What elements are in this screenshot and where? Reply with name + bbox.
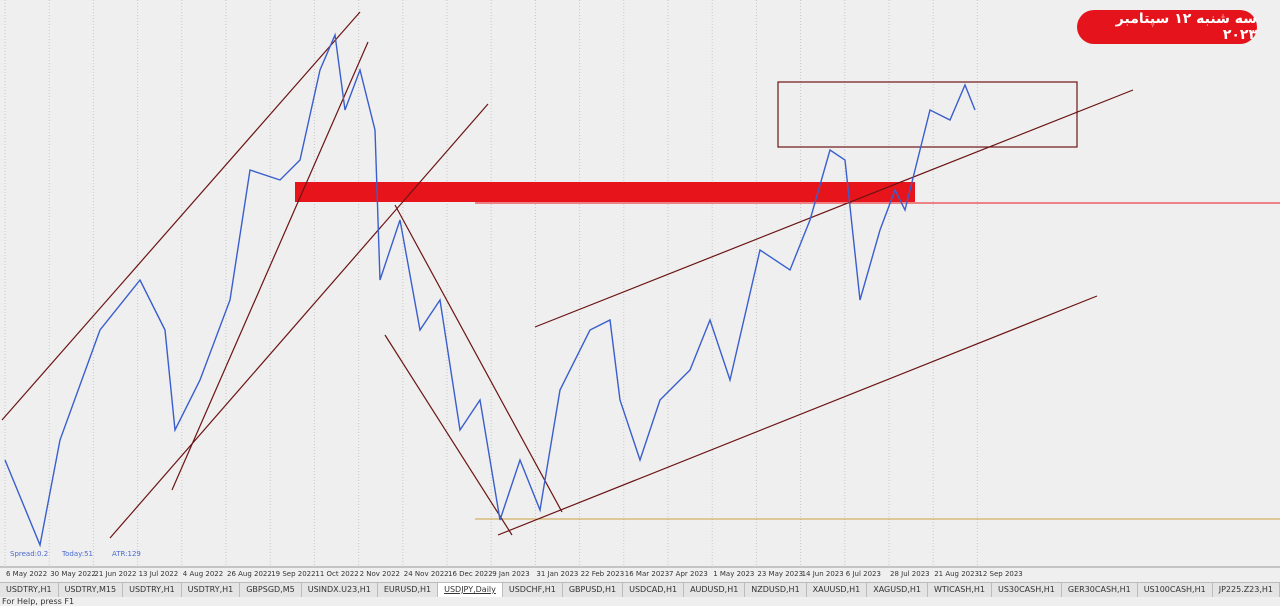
chart-tab[interactable]: USDCAD,H1: [623, 583, 685, 597]
x-axis-label: 13 Jul 2022: [139, 570, 179, 578]
x-axis-label: 26 Aug 2022: [227, 570, 272, 578]
chart-tab[interactable]: USDTRY,M15: [59, 583, 124, 597]
spread-label: Spread:0.2: [10, 550, 48, 558]
status-bar: For Help, press F1: [2, 597, 75, 606]
x-axis-label: 12 Sep 2023: [978, 570, 1022, 578]
chart-tab[interactable]: XAUUSD,H1: [807, 583, 868, 597]
price-series: [4, 32, 976, 548]
chart-tab[interactable]: USDJPY,Daily: [438, 583, 503, 597]
x-axis-label: 24 Nov 2022: [404, 570, 449, 578]
x-axis-label: 21 Aug 2023: [934, 570, 979, 578]
x-axis-label: 14 Jun 2023: [802, 570, 844, 578]
chart-tab[interactable]: USDCHF,H1: [503, 583, 563, 597]
x-axis-label: 21 Jun 2022: [94, 570, 136, 578]
x-axis-label: 6 Jul 2023: [846, 570, 881, 578]
x-axis-label: 31 Jan 2023: [536, 570, 578, 578]
atr-label: ATR:129: [112, 550, 141, 558]
tab-bar: USDTRY,H1 USDTRY,M15 USDTRY,H1 USDTRY,H1 GBP…: [0, 582, 1280, 597]
x-axis-label: 23 May 2023: [757, 570, 803, 578]
chart-tab[interactable]: JP225.Z23,H1: [1213, 583, 1280, 597]
chart-tab[interactable]: WTICASH,H1: [928, 583, 992, 597]
chart-tab[interactable]: GBPSGD,M5: [240, 583, 302, 597]
today-label: Today:51: [61, 550, 93, 558]
chart-tab[interactable]: USINDX.U23,H1: [302, 583, 378, 597]
x-axis-label: 2 Nov 2022: [360, 570, 400, 578]
chart-tab[interactable]: AUDUSD,H1: [684, 583, 746, 597]
chart-tab[interactable]: US30CASH,H1: [992, 583, 1062, 597]
x-axis-label: 6 May 2022: [6, 570, 47, 578]
chart-tab[interactable]: EURUSD,H1: [378, 583, 439, 597]
grid: [4, 0, 978, 567]
trendlines: [1, 11, 1134, 539]
range-box: [777, 81, 1078, 148]
x-axis-label: 11 Oct 2022: [315, 570, 358, 578]
chart-tab[interactable]: GER30CASH,H1: [1062, 583, 1138, 597]
x-axis-label: 19 Sep 2022: [271, 570, 315, 578]
price-chart: Spread:0.2 Today:51 ATR:129 6 May 2022 30…: [0, 0, 1280, 578]
chart-tab[interactable]: NZDUSD,H1: [745, 583, 807, 597]
date-badge: سه شنبه ۱۲ سپتامبر ۲۰۲۳: [1077, 10, 1257, 44]
chart-tab[interactable]: GBPUSD,H1: [563, 583, 624, 597]
x-axis-label: 28 Jul 2023: [890, 570, 930, 578]
chart-tab[interactable]: USDTRY,H1: [0, 583, 59, 597]
x-axis-label: 30 May 2022: [50, 570, 96, 578]
chart-tab[interactable]: USDTRY,H1: [123, 583, 182, 597]
x-axis-label: 1 May 2023: [713, 570, 754, 578]
chart-tab[interactable]: US100CASH,H1: [1138, 583, 1213, 597]
chart-tab[interactable]: XAGUSD,H1: [867, 583, 928, 597]
x-axis-label: 22 Feb 2023: [581, 570, 625, 578]
x-axis-label: 7 Apr 2023: [669, 570, 708, 578]
chart-tab[interactable]: USDTRY,H1: [182, 583, 241, 597]
x-axis-label: 16 Mar 2023: [625, 570, 669, 578]
x-axis-label: 4 Aug 2022: [183, 570, 223, 578]
x-axis-label: 9 Jan 2023: [492, 570, 530, 578]
resistance-zone: [295, 182, 915, 202]
x-axis-label: 16 Dec 2022: [448, 570, 493, 578]
